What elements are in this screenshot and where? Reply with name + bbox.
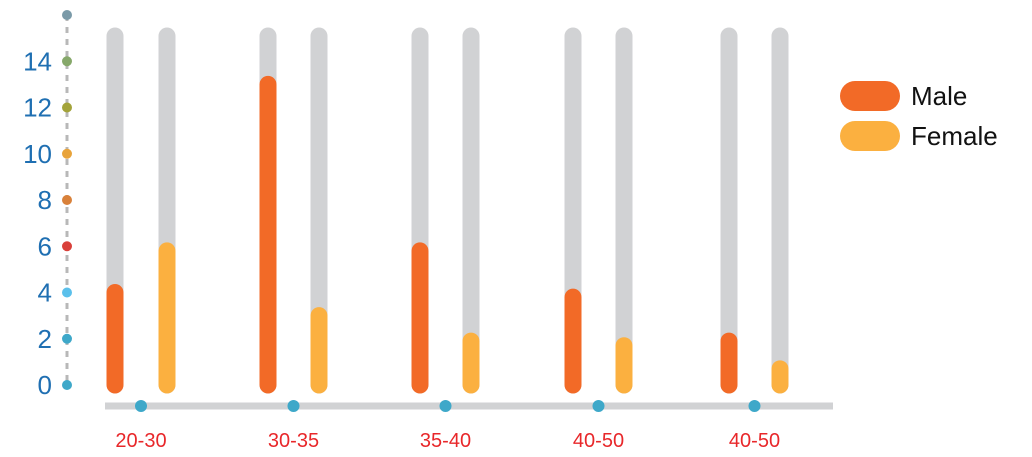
bar-track <box>720 27 738 394</box>
x-axis-dot <box>287 400 300 412</box>
legend: Male Female <box>840 81 998 151</box>
bar-male <box>106 284 124 394</box>
x-axis-dot <box>592 400 605 412</box>
bar-male <box>720 332 738 394</box>
bar-female <box>462 332 480 394</box>
legend-swatch-male <box>840 81 900 111</box>
bar-track <box>310 27 328 394</box>
bar-track <box>462 27 480 394</box>
x-tick-label: 40-50 <box>729 430 780 452</box>
y-tick-label: 12 <box>23 93 52 123</box>
y-axis: 0 2 4 6 8 10 12 14 <box>23 10 72 400</box>
x-tick-label: 30-35 <box>268 430 319 452</box>
y-axis-dot <box>62 195 72 205</box>
y-axis-dot <box>62 148 72 159</box>
y-axis-dot <box>62 380 72 390</box>
y-tick-label: 2 <box>38 324 52 354</box>
y-tick-label: 10 <box>23 139 52 169</box>
y-tick-label: 8 <box>38 185 52 215</box>
bar-female <box>615 337 633 394</box>
bar-track <box>615 27 633 394</box>
y-axis-dot <box>62 333 72 344</box>
legend-label-male: Male <box>911 81 967 111</box>
x-axis-dot <box>748 400 761 412</box>
x-tick-label: 35-40 <box>420 430 471 452</box>
legend-swatch-female <box>840 121 900 151</box>
bars <box>106 27 789 394</box>
y-tick-label: 0 <box>38 370 52 400</box>
y-axis-dot <box>62 287 72 298</box>
x-axis: 20-30 30-35 35-40 40-50 40-50 <box>105 400 833 452</box>
y-tick-label: 14 <box>23 46 52 76</box>
bar-female <box>771 360 789 394</box>
y-axis-dot <box>62 56 72 67</box>
x-tick-label: 20-30 <box>115 430 166 452</box>
x-tick-label: 40-50 <box>573 430 624 452</box>
y-axis-dot <box>62 241 72 252</box>
y-tick-label: 6 <box>38 231 52 261</box>
x-axis-dot <box>135 400 147 412</box>
bar-female <box>158 242 176 394</box>
bar-male <box>411 242 429 394</box>
bar-male <box>259 75 277 394</box>
x-axis-dot <box>439 400 452 412</box>
y-tick-label: 4 <box>38 278 52 308</box>
bar-female <box>310 307 328 394</box>
legend-label-female: Female <box>911 121 998 151</box>
y-axis-dot <box>62 102 72 113</box>
y-axis-dot <box>62 10 72 20</box>
bar-male <box>564 288 582 394</box>
bar-track <box>771 27 789 394</box>
